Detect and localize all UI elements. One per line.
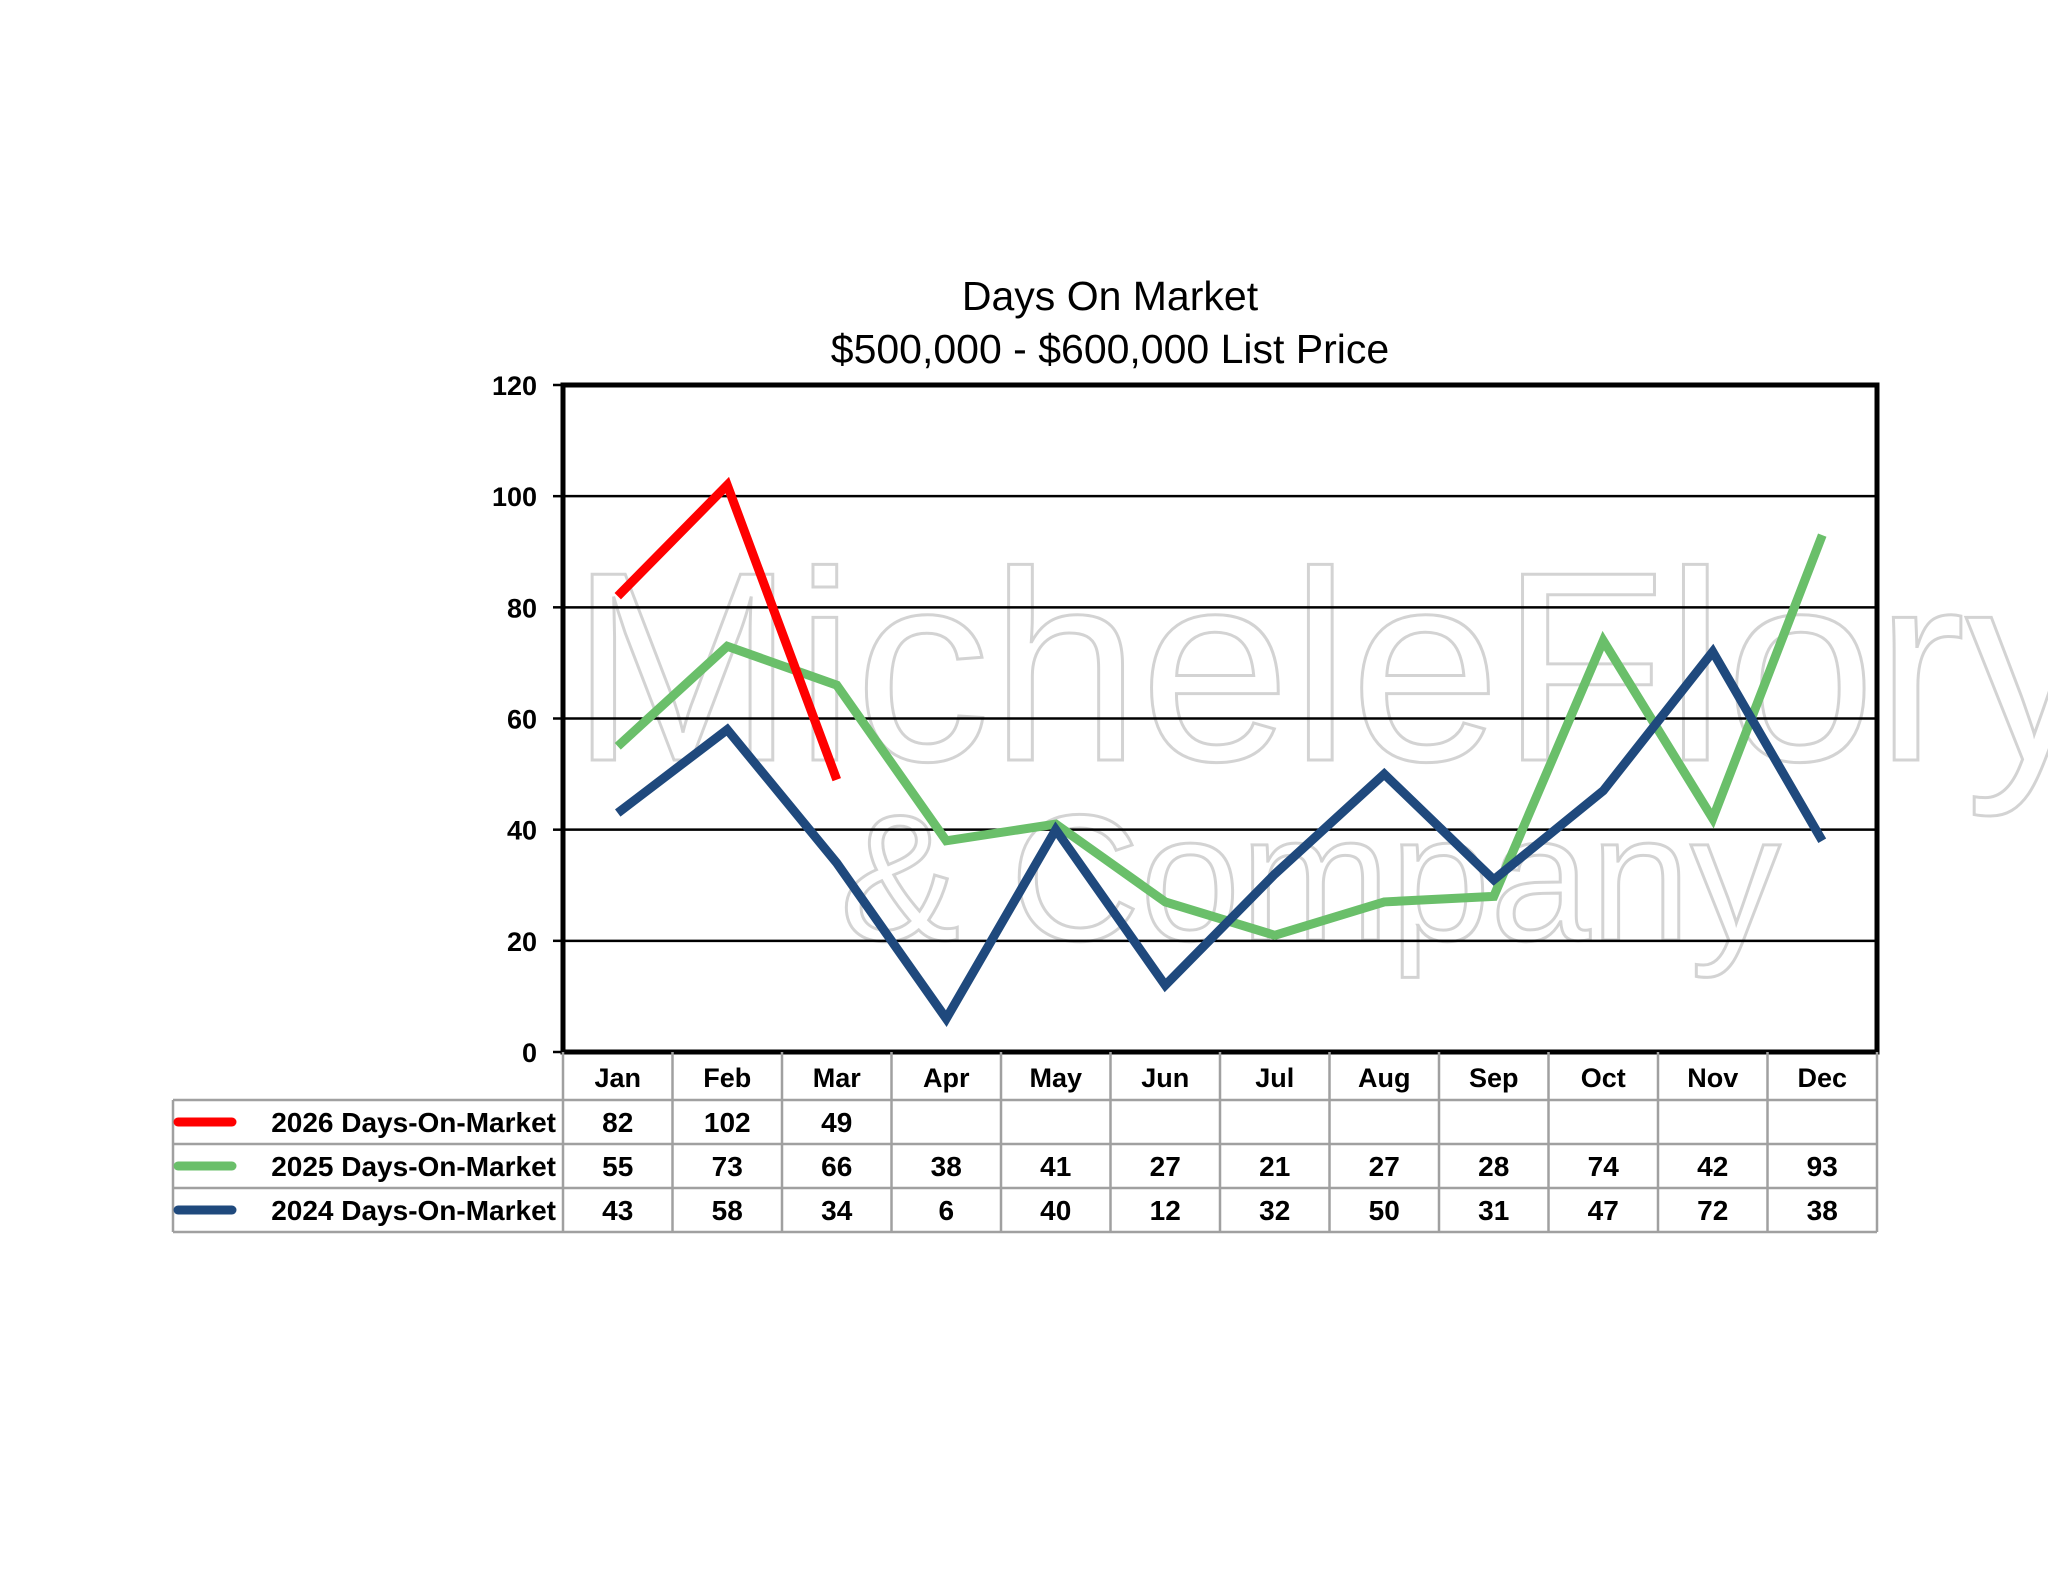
data-label: 34 [821, 1195, 853, 1226]
data-label: 58 [712, 1195, 743, 1226]
data-label: 38 [1807, 1195, 1838, 1226]
data-label: 66 [821, 1151, 852, 1182]
x-tick-label: Aug [1358, 1063, 1410, 1093]
y-tick-label: 60 [507, 705, 537, 735]
data-label: 102 [704, 1107, 751, 1138]
data-label: 28 [1478, 1151, 1509, 1182]
data-label: 82 [602, 1107, 633, 1138]
data-label: 43 [602, 1195, 633, 1226]
chart-title: Days On Market [962, 273, 1259, 319]
x-tick-label: Oct [1581, 1063, 1626, 1093]
data-label: 41 [1040, 1151, 1071, 1182]
watermark: MicheleFlory & Company [569, 516, 2048, 981]
data-label: 27 [1369, 1151, 1400, 1182]
x-tick-label: Jul [1255, 1063, 1294, 1093]
series-lines [614, 476, 1827, 1027]
x-tick-label: May [1029, 1063, 1082, 1093]
x-tick-label: Sep [1469, 1063, 1519, 1093]
y-tick-label: 120 [492, 371, 537, 401]
y-tick-label: 40 [507, 816, 537, 846]
legend-label: 2025 Days-On-Market [271, 1151, 556, 1182]
data-label: 38 [931, 1151, 962, 1182]
x-tick-label: Feb [703, 1063, 751, 1093]
series-line [615, 643, 1827, 1027]
x-tick-label: Jan [594, 1063, 641, 1093]
series-line [614, 476, 841, 782]
data-label: 72 [1697, 1195, 1728, 1226]
x-tick-label: Dec [1797, 1063, 1847, 1093]
data-label: 6 [938, 1195, 954, 1226]
legend-label: 2024 Days-On-Market [271, 1195, 556, 1226]
data-label: 27 [1150, 1151, 1181, 1182]
data-label: 55 [602, 1151, 633, 1182]
y-tick-label: 0 [522, 1038, 537, 1068]
x-tick-label: Jun [1141, 1063, 1189, 1093]
data-label: 12 [1150, 1195, 1181, 1226]
data-label: 47 [1588, 1195, 1619, 1226]
data-label: 74 [1588, 1151, 1620, 1182]
data-label: 40 [1040, 1195, 1071, 1226]
data-label: 21 [1259, 1151, 1290, 1182]
data-label: 49 [821, 1107, 852, 1138]
y-axis-ticks: 0 20 40 60 80 100 120 [492, 371, 563, 1068]
data-label: 50 [1369, 1195, 1400, 1226]
x-tick-label: Nov [1687, 1063, 1738, 1093]
watermark-line-2: & Company [840, 778, 1780, 979]
data-label: 31 [1478, 1195, 1509, 1226]
y-tick-label: 20 [507, 927, 537, 957]
data-label: 42 [1697, 1151, 1728, 1182]
x-tick-label: Apr [923, 1063, 970, 1093]
x-tick-label: Mar [813, 1063, 862, 1093]
chart-subtitle: $500,000 - $600,000 List Price [831, 326, 1389, 372]
y-tick-label: 100 [492, 482, 537, 512]
data-label: 32 [1259, 1195, 1290, 1226]
data-label: 73 [712, 1151, 743, 1182]
series-line [614, 533, 1827, 940]
legend-label: 2026 Days-On-Market [271, 1107, 556, 1138]
data-label: 93 [1807, 1151, 1838, 1182]
watermark-line-1: MicheleFlory [570, 517, 2048, 819]
y-tick-label: 80 [507, 593, 537, 623]
data-table: Jan Feb Mar Apr May Jun Jul Aug Sep Oct Nov Dec 2026… [171, 1052, 1879, 1234]
